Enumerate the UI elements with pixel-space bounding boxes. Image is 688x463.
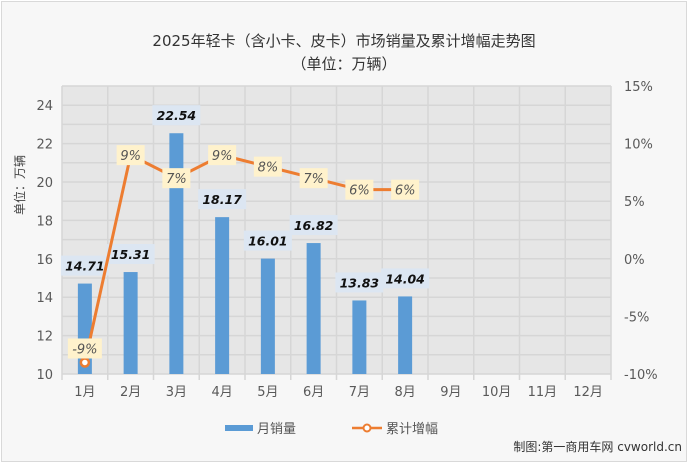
x-axis-ticks: 1月 2月 3月 4月 5月 6月 7月 8月 9月 10月 11月 12月 — [74, 385, 603, 400]
bar — [398, 296, 413, 374]
line-value-label: 9% — [120, 149, 141, 164]
line-label-bg — [208, 145, 237, 166]
legend-label-bar: 月销量 — [257, 422, 296, 437]
x-tick-label: 6月 — [303, 385, 324, 400]
y2-tick-label: -5% — [624, 310, 649, 325]
y2-tick-label: 15% — [624, 80, 653, 95]
bar-value-label: 22.54 — [157, 108, 197, 123]
line-label-bg — [391, 179, 420, 200]
x-tick-label: 9月 — [440, 385, 461, 400]
line-label-bg — [253, 156, 282, 177]
bar — [260, 258, 275, 374]
legend-marker-icon — [362, 423, 372, 433]
y-tick-label: 14 — [36, 291, 53, 306]
line-label-bg — [67, 338, 102, 359]
line-value-label: 6% — [395, 184, 416, 199]
bar-label-bg — [289, 215, 338, 236]
line-label-bg — [162, 168, 191, 189]
line-value-label: 6% — [349, 184, 370, 199]
bar-label-bg — [243, 230, 292, 251]
y2-axis-ticks: -10% -5% 0% 5% 10% 15% — [624, 80, 658, 383]
y-tick-label: 24 — [36, 99, 53, 114]
y2-tick-label: 5% — [624, 195, 645, 210]
legend: 月销量 累计增幅 — [225, 422, 438, 437]
y-tick-label: 20 — [36, 176, 53, 191]
x-tick-label: 11月 — [528, 385, 558, 400]
bar-label-bg — [335, 272, 384, 293]
y-tick-label: 12 — [36, 330, 53, 345]
line-series: -9% 9% 7% 9% 8% 7% 6% 6% — [67, 145, 420, 368]
y2-tick-label: 10% — [624, 138, 653, 153]
chart-subtitle: （单位：万辆） — [291, 55, 397, 73]
bar-value-label: 15.31 — [111, 247, 151, 262]
legend-label-line: 累计增幅 — [386, 422, 438, 437]
x-tick-label: 7月 — [349, 385, 370, 400]
bar-series: 14.71 15.31 22.54 18.17 16.01 16.82 13.83 14.04 — [60, 105, 430, 374]
x-tick-label: 1月 — [74, 385, 95, 400]
bar-label-bg — [152, 105, 201, 126]
x-tick-label: 4月 — [211, 385, 232, 400]
bar — [169, 133, 184, 374]
line-value-label: 7% — [303, 172, 324, 187]
y-axis-ticks: 10 12 14 16 18 20 22 24 — [36, 99, 53, 383]
chart-title: 2025年轻卡（含小卡、皮卡）市场销量及累计增幅走势图 — [152, 32, 536, 50]
line-label-bg — [299, 168, 328, 189]
line-value-label: 9% — [212, 149, 233, 164]
bar — [306, 243, 321, 374]
bar — [215, 217, 230, 374]
x-tick-label: 5月 — [257, 385, 278, 400]
bar-label-bg — [106, 244, 155, 265]
x-tick-label: 10月 — [482, 385, 512, 400]
y2-tick-label: 0% — [624, 253, 645, 268]
y-tick-label: 22 — [36, 138, 53, 153]
line-label-bg — [116, 145, 145, 166]
x-tick-label: 2月 — [120, 385, 141, 400]
bar-value-label: 14.04 — [385, 271, 425, 286]
x-tick-label: 8月 — [394, 385, 415, 400]
y-tick-label: 10 — [36, 368, 53, 383]
bar-value-label: 16.82 — [294, 218, 334, 233]
y2-tick-label: -10% — [624, 368, 658, 383]
bar — [352, 300, 367, 374]
bar-label-bg — [198, 189, 247, 210]
x-tick-label: 3月 — [166, 385, 187, 400]
y-tick-label: 16 — [36, 253, 53, 268]
bar-value-label: 13.83 — [340, 275, 380, 290]
bar-label-bg — [60, 255, 109, 276]
gridlines — [61, 85, 612, 380]
line-value-label: 7% — [166, 172, 187, 187]
line-value-label: -9% — [72, 342, 97, 357]
bar — [123, 272, 138, 374]
legend-swatch-bar — [225, 425, 253, 431]
line-value-label: 8% — [258, 161, 279, 176]
line-label-bg — [345, 179, 374, 200]
x-tick-label: 12月 — [573, 385, 603, 400]
y-tick-label: 18 — [36, 214, 53, 229]
bar-value-label: 14.71 — [65, 259, 105, 274]
bar-value-label: 16.01 — [248, 234, 288, 249]
line-marker — [79, 357, 91, 368]
bar-label-bg — [381, 268, 430, 289]
credit-text: 制图:第一商用车网 cvworld.cn — [513, 440, 682, 454]
bar-value-label: 18.17 — [202, 192, 242, 207]
